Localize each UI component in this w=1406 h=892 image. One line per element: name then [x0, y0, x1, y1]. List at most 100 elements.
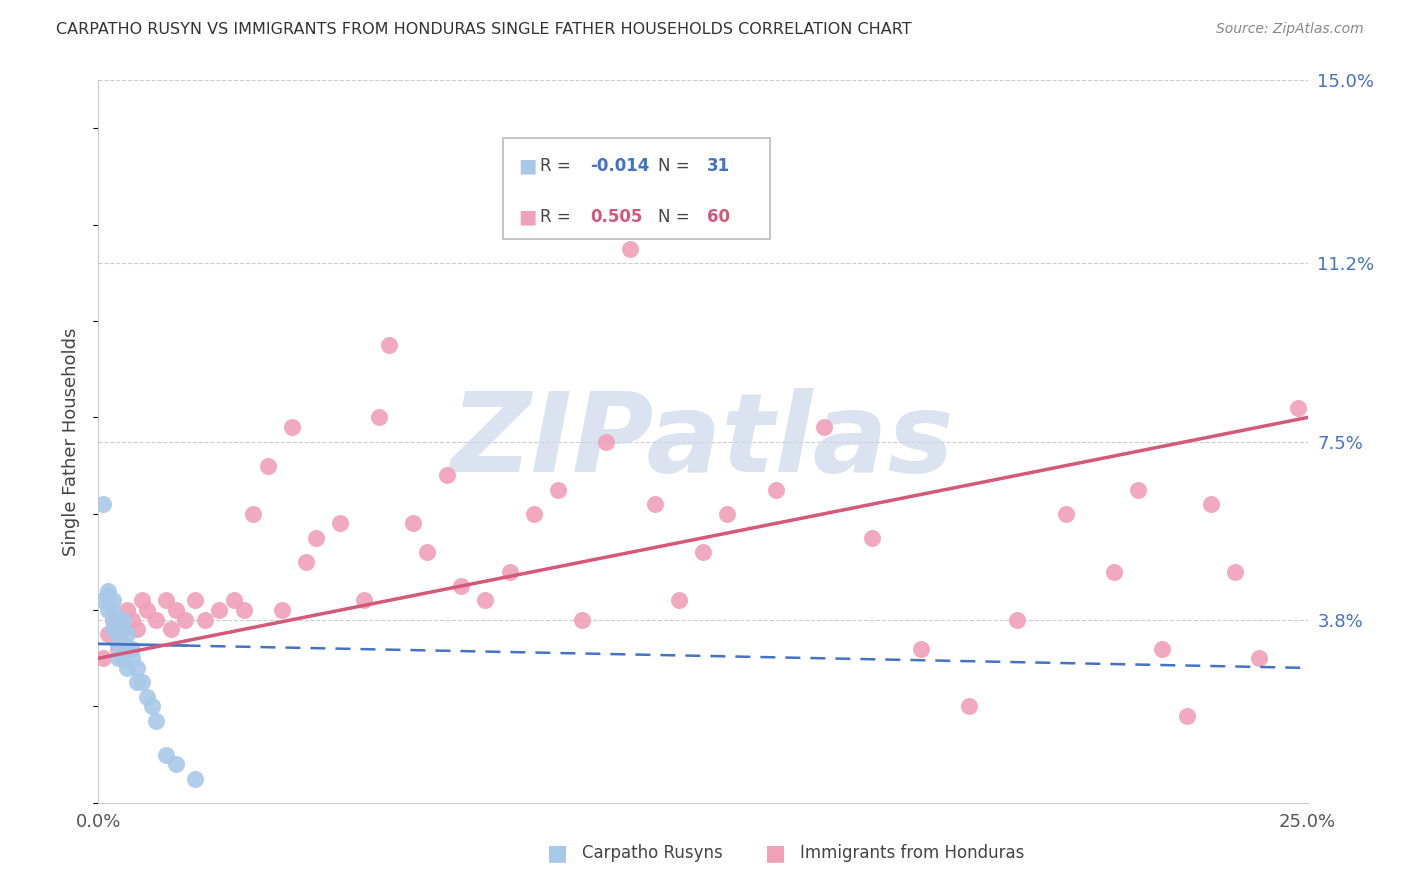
Text: Immigrants from Honduras: Immigrants from Honduras — [800, 845, 1024, 863]
Text: CARPATHO RUSYN VS IMMIGRANTS FROM HONDURAS SINGLE FATHER HOUSEHOLDS CORRELATION : CARPATHO RUSYN VS IMMIGRANTS FROM HONDUR… — [56, 22, 912, 37]
Point — [1223, 565, 1246, 579]
Point — [523, 507, 546, 521]
Point — [305, 531, 328, 545]
Point — [498, 565, 520, 579]
Text: ■: ■ — [765, 843, 786, 863]
Point — [107, 617, 129, 632]
Point — [174, 613, 197, 627]
Point — [242, 507, 264, 521]
Point — [155, 747, 177, 762]
Text: -0.014: -0.014 — [591, 157, 650, 176]
Point — [222, 593, 245, 607]
Point — [256, 458, 278, 473]
Text: ■: ■ — [547, 843, 568, 863]
Point — [145, 613, 167, 627]
Point — [957, 699, 980, 714]
Point — [111, 637, 134, 651]
Point — [184, 593, 207, 607]
Point — [131, 675, 153, 690]
Point — [377, 338, 399, 352]
Point — [692, 545, 714, 559]
Point — [101, 593, 124, 607]
Point — [135, 690, 157, 704]
Point — [107, 627, 129, 641]
Point — [474, 593, 496, 607]
Point — [571, 613, 593, 627]
Point — [107, 651, 129, 665]
Point — [1249, 651, 1271, 665]
Point — [271, 603, 294, 617]
Point — [668, 593, 690, 607]
Point — [765, 483, 787, 497]
Text: 60: 60 — [707, 208, 730, 226]
Text: R =: R = — [540, 157, 576, 176]
Point — [101, 603, 124, 617]
Point — [1175, 709, 1198, 723]
Point — [117, 661, 139, 675]
Point — [644, 497, 666, 511]
Point — [1152, 641, 1174, 656]
Point — [416, 545, 439, 559]
Point — [813, 420, 835, 434]
Point — [101, 613, 124, 627]
Point — [184, 772, 207, 786]
Point — [402, 516, 425, 531]
Text: N =: N = — [658, 208, 695, 226]
Point — [1102, 565, 1125, 579]
Point — [111, 651, 134, 665]
Point — [353, 593, 375, 607]
Y-axis label: Single Father Households: Single Father Households — [62, 327, 80, 556]
Point — [619, 242, 641, 256]
Point — [91, 593, 114, 607]
Point — [450, 579, 472, 593]
Text: 31: 31 — [707, 157, 730, 176]
Point — [208, 603, 231, 617]
Point — [1054, 507, 1077, 521]
Point — [368, 410, 391, 425]
Point — [121, 641, 143, 656]
Point — [107, 641, 129, 656]
Point — [547, 483, 569, 497]
Point — [1007, 613, 1029, 627]
Point — [117, 627, 139, 641]
Point — [107, 637, 129, 651]
Point — [101, 613, 124, 627]
Point — [232, 603, 254, 617]
Text: Source: ZipAtlas.com: Source: ZipAtlas.com — [1216, 22, 1364, 37]
Point — [111, 623, 134, 637]
Point — [111, 623, 134, 637]
Point — [1286, 401, 1309, 415]
Point — [329, 516, 352, 531]
Point — [91, 497, 114, 511]
Point — [91, 651, 114, 665]
Point — [165, 757, 187, 772]
Text: ZIPatlas: ZIPatlas — [451, 388, 955, 495]
Point — [127, 623, 149, 637]
Point — [860, 531, 883, 545]
Point — [97, 589, 120, 603]
Point — [117, 603, 139, 617]
Point — [436, 468, 458, 483]
Point — [194, 613, 217, 627]
Text: ■: ■ — [517, 157, 536, 176]
Point — [295, 555, 318, 569]
Text: ■: ■ — [517, 208, 536, 227]
Point — [141, 699, 163, 714]
FancyBboxPatch shape — [503, 138, 769, 239]
Point — [127, 675, 149, 690]
Point — [127, 661, 149, 675]
Text: Carpatho Rusyns: Carpatho Rusyns — [582, 845, 723, 863]
Point — [155, 593, 177, 607]
Point — [97, 583, 120, 598]
Point — [121, 651, 143, 665]
Point — [165, 603, 187, 617]
Text: N =: N = — [658, 157, 695, 176]
Point — [910, 641, 932, 656]
Point — [121, 613, 143, 627]
Point — [145, 714, 167, 728]
Point — [1199, 497, 1222, 511]
Point — [1128, 483, 1150, 497]
Point — [117, 641, 139, 656]
Point — [101, 623, 124, 637]
Text: 0.505: 0.505 — [591, 208, 643, 226]
